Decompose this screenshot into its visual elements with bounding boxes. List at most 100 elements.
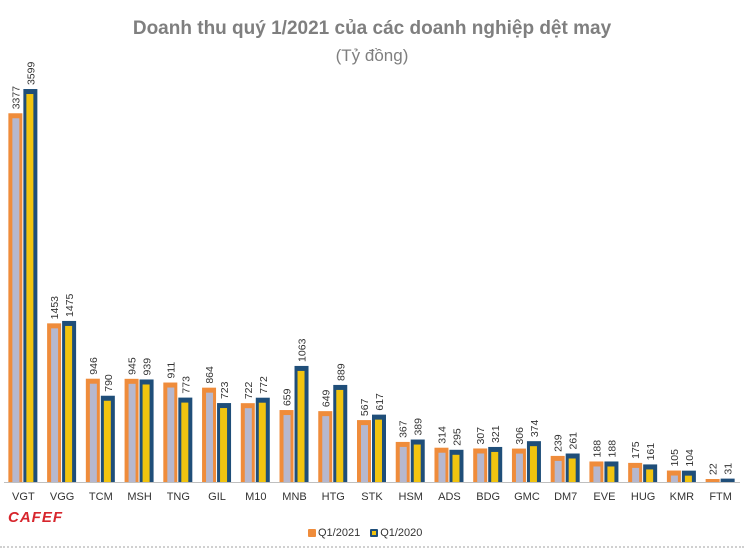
x-tick-label-stk: STK [361, 491, 383, 503]
bar-q2021-inner-eve [593, 466, 601, 482]
bar-q2020-inner-htg [336, 389, 344, 482]
data-label-q2020-msh: 939 [142, 358, 154, 376]
bar-q2021-inner-ads [438, 452, 446, 482]
x-tick-label-tng: TNG [167, 491, 190, 503]
bar-q2020-inner-vgg [65, 325, 73, 482]
bar-q2020-inner-msh [142, 384, 150, 482]
x-tick-label-eve: EVE [593, 491, 615, 503]
data-label-q2021-mnb: 659 [282, 388, 294, 406]
bar-q2021-inner-stk [361, 425, 368, 482]
x-tick-label-m10: M10 [245, 491, 266, 503]
legend-label-q2021: Q1/2021 [318, 527, 361, 539]
bar-q2020-inner-tcm [103, 400, 111, 482]
x-tick-label-msh: MSH [127, 491, 152, 503]
bar-q2020-inner-ads [452, 454, 460, 482]
data-label-q2020-tng: 773 [180, 376, 192, 394]
data-label-q2021-ads: 314 [436, 426, 448, 444]
bar-q2020-inner-m10 [258, 402, 266, 482]
bar-q2020-inner-stk [375, 419, 382, 482]
x-tick-label-ftm: FTM [709, 491, 732, 503]
data-label-q2020-mnb: 1063 [297, 338, 309, 362]
data-label-q2020-gil: 723 [219, 381, 231, 399]
bar-q2020-inner-gil [220, 408, 228, 482]
legend: Q1/2021 Q1/2020 [308, 525, 422, 541]
bar-q2021-inner-mnb [283, 415, 291, 482]
data-label-q2020-gmc: 374 [529, 419, 541, 437]
data-label-q2020-vgt: 3599 [25, 62, 37, 86]
bar-q2021-inner-bdg [477, 453, 485, 482]
data-label-q2021-gmc: 306 [514, 427, 526, 445]
bar-q2020-inner-hug [646, 469, 654, 482]
x-tick-label-ads: ADS [438, 491, 461, 503]
x-tick-label-mnb: MNB [282, 491, 306, 503]
data-label-q2021-hug: 175 [630, 441, 642, 459]
footer-divider [0, 546, 744, 548]
bar-q2021-inner-tcm [89, 383, 97, 482]
legend-swatch-q2020 [370, 529, 379, 537]
bar-q2021-inner-dm7 [554, 460, 562, 482]
x-tick-label-bdg: BDG [476, 491, 500, 503]
legend-item-q2020: Q1/2020 [370, 527, 422, 539]
data-label-q2021-gil: 864 [204, 366, 216, 384]
data-label-q2020-vgg: 1475 [64, 293, 76, 317]
data-label-q2021-stk: 567 [359, 398, 371, 416]
bar-q2021-inner-kmr [670, 475, 678, 482]
bar-q2020-inner-mnb [297, 370, 305, 482]
legend-label-q2020: Q1/2020 [380, 527, 423, 539]
bar-q2021-inner-msh [128, 383, 136, 482]
data-label-q2020-eve: 188 [606, 440, 618, 458]
bar-q2020-inner-kmr [684, 475, 692, 482]
bar-q2020-inner-eve [607, 466, 615, 482]
bar-q2021-inner-vgt [12, 118, 20, 483]
data-label-q2021-vgt: 3377 [10, 86, 22, 110]
x-tick-label-vgt: VGT [12, 491, 35, 503]
bar-q2020-inner-tng [181, 402, 189, 482]
data-label-q2021-tng: 911 [165, 362, 177, 379]
x-tick-label-gil: GIL [208, 491, 226, 503]
x-tick-label-hsm: HSM [399, 491, 423, 503]
bar-q2021-inner-hsm [399, 446, 407, 482]
data-label-q2021-bdg: 307 [475, 427, 487, 445]
x-tick-label-htg: HTG [322, 491, 345, 503]
bar-q2021-inner-gil [206, 392, 214, 482]
data-label-q2021-tcm: 946 [88, 357, 100, 375]
x-tick-label-tcm: TCM [89, 491, 113, 503]
data-label-q2020-ads: 295 [451, 428, 463, 446]
bar-q2020-inner-hsm [413, 444, 421, 482]
data-label-q2020-hsm: 389 [413, 418, 425, 436]
data-label-q2020-dm7: 261 [568, 432, 580, 450]
data-label-q2021-htg: 649 [320, 389, 332, 407]
data-label-q2021-vgg: 1453 [49, 296, 61, 320]
bar-q2020-inner-bdg [491, 451, 499, 482]
data-label-q2020-ftm: 31 [723, 463, 735, 475]
x-tick-label-kmr: KMR [670, 491, 695, 503]
legend-swatch-q2021 [308, 529, 316, 537]
data-label-q2021-msh: 945 [127, 357, 139, 375]
x-tick-label-dm7: DM7 [554, 491, 577, 503]
data-label-q2021-m10: 722 [243, 381, 255, 399]
data-label-q2020-kmr: 104 [684, 449, 696, 467]
chart-subtitle: (Tỷ đồng) [335, 46, 409, 65]
bar-q2021-inner-vgg [51, 328, 59, 482]
bar-q2020-ftm [720, 478, 735, 482]
bar-q2021-ftm [705, 479, 720, 482]
chart-title: Doanh thu quý 1/2021 của các doanh nghiệ… [132, 18, 612, 39]
data-label-q2021-kmr: 105 [669, 449, 681, 467]
bar-q2021-inner-htg [322, 416, 330, 482]
x-tick-label-hug: HUG [631, 491, 655, 503]
bar-q2020-inner-gmc [529, 446, 537, 482]
bar-q2021-inner-tng [167, 387, 175, 482]
bar-q2020-inner-vgt [26, 94, 34, 482]
data-label-q2020-m10: 772 [258, 376, 270, 394]
data-label-q2021-hsm: 367 [398, 420, 410, 438]
x-tick-label-vgg: VGG [50, 491, 74, 503]
data-label-q2020-stk: 617 [374, 393, 386, 411]
data-label-q2021-dm7: 239 [553, 434, 565, 452]
legend-item-q2021: Q1/2021 [308, 527, 360, 539]
bar-q2021-inner-hug [632, 467, 640, 482]
data-label-q2020-hug: 161 [645, 443, 657, 461]
data-label-q2020-htg: 889 [335, 363, 347, 381]
bar-q2021-inner-gmc [515, 453, 523, 482]
